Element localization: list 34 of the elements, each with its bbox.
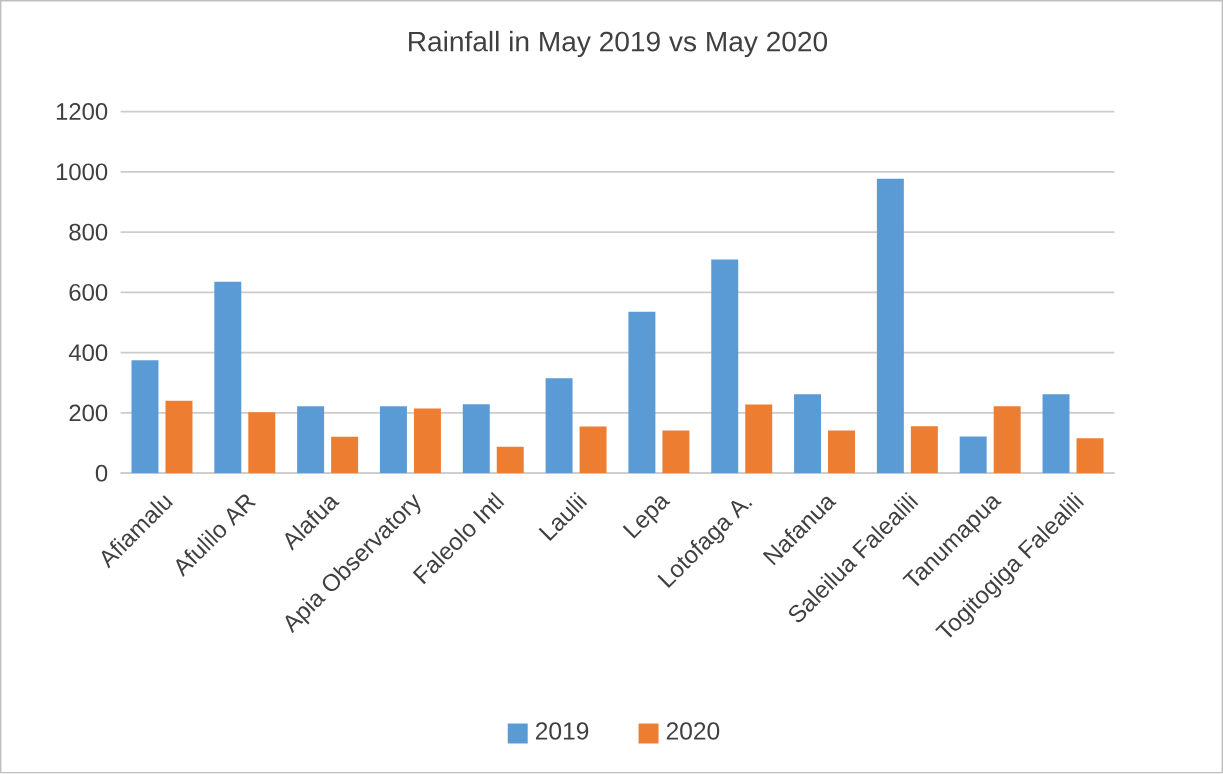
bar — [1042, 394, 1070, 474]
bar — [413, 408, 441, 474]
bar — [662, 430, 690, 474]
bar — [462, 404, 490, 474]
bar — [496, 446, 524, 474]
bar — [910, 426, 938, 474]
bar — [1076, 438, 1104, 474]
y-tick-label: 600 — [69, 284, 108, 302]
bar — [297, 406, 325, 474]
y-tick-label: 400 — [68, 344, 108, 362]
bar — [828, 430, 856, 474]
bar — [379, 406, 407, 474]
legend-label: 2020 — [666, 722, 720, 740]
chart-title: Rainfall in May 2019 vs May 2020 — [409, 31, 828, 58]
y-tick-label: 1000 — [56, 163, 108, 181]
y-tick-label: 1200 — [56, 103, 108, 121]
bar — [993, 406, 1021, 474]
y-tick-label: 200 — [69, 404, 108, 422]
bar — [711, 259, 739, 474]
bar — [248, 412, 276, 474]
y-tick-label: 0 — [95, 464, 108, 482]
bar — [131, 360, 159, 474]
bar — [876, 179, 904, 474]
bar — [628, 311, 656, 474]
bar — [794, 394, 822, 474]
bar — [545, 378, 573, 474]
bar — [745, 404, 773, 474]
legend-label: 2019 — [535, 722, 589, 740]
y-tick-label: 800 — [69, 223, 108, 241]
bar — [959, 436, 987, 474]
bar — [331, 436, 359, 474]
bar — [214, 282, 242, 474]
bar — [165, 401, 193, 474]
bar — [579, 426, 607, 474]
